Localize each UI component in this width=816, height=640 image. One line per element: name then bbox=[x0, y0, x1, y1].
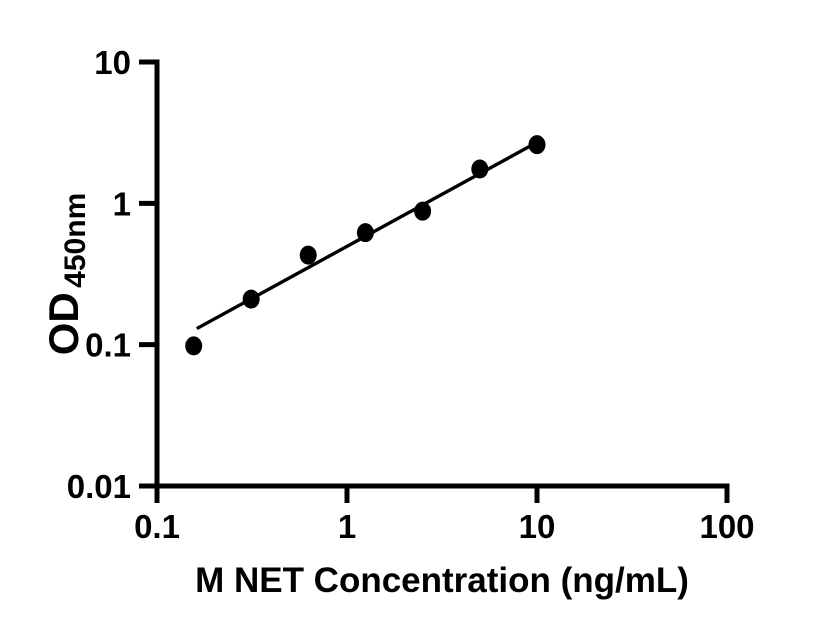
y-axis-title-main: OD bbox=[40, 292, 87, 355]
y-axis-title: OD 450nm bbox=[40, 193, 92, 356]
axes bbox=[139, 59, 730, 503]
x-tick-label: 10 bbox=[519, 508, 556, 545]
x-tick-label: 100 bbox=[699, 508, 754, 545]
y-tick-label: 10 bbox=[94, 44, 131, 81]
x-tick-label: 0.1 bbox=[134, 508, 180, 545]
x-axis-tick-labels: 0.1 1 10 100 bbox=[134, 508, 754, 545]
y-tick-label: 1 bbox=[113, 185, 131, 222]
data-point bbox=[299, 245, 317, 265]
data-series bbox=[185, 135, 546, 356]
y-axis-tick-labels: 0.01 0.1 1 10 bbox=[67, 44, 131, 505]
data-point bbox=[185, 336, 203, 356]
axis-frame bbox=[139, 59, 730, 503]
y-tick-label: 0.1 bbox=[85, 327, 131, 364]
y-axis-title-subscript: 450nm bbox=[59, 193, 92, 288]
data-point bbox=[471, 159, 489, 179]
data-point bbox=[528, 135, 546, 155]
x-tick-label: 1 bbox=[338, 508, 356, 545]
fit-line bbox=[195, 140, 539, 331]
y-tick-label: 0.01 bbox=[67, 468, 131, 505]
x-axis-title: M NET Concentration (ng/mL) bbox=[195, 561, 689, 600]
